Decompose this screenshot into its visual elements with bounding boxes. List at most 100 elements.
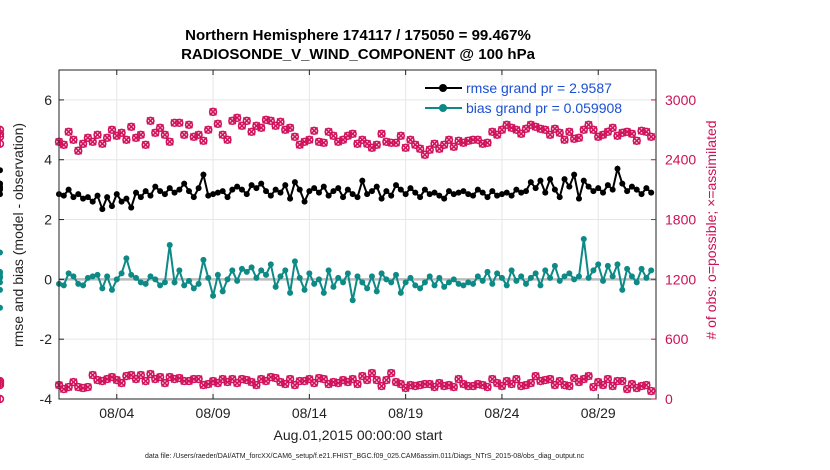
obs-assimilated-cross-b xyxy=(324,380,333,389)
obs-possible-point xyxy=(122,135,131,144)
bias-point xyxy=(277,273,284,280)
obs-assimilated-circle xyxy=(319,374,328,384)
obs-possible-cross-b xyxy=(329,131,338,140)
obs-possible-circle xyxy=(83,133,93,142)
obs-possible-point xyxy=(516,129,526,139)
rmse-point xyxy=(108,203,115,210)
obs-possible-cross-b xyxy=(642,127,651,136)
rmse-point xyxy=(60,192,67,199)
obs-assimilated-circle xyxy=(382,375,391,385)
obs-possible-circle xyxy=(348,129,357,139)
obs-possible-point xyxy=(396,131,406,141)
rmse-point xyxy=(402,191,409,198)
rmse-point xyxy=(431,189,438,196)
obs-possible-point xyxy=(179,130,189,140)
obs-possible-circle xyxy=(0,129,5,139)
obs-possible-cross-b xyxy=(276,117,285,126)
rmse-point xyxy=(397,186,404,193)
obs-possible-circle xyxy=(165,137,174,146)
bias-point xyxy=(421,279,428,286)
rmse-point xyxy=(296,186,303,193)
obs-assimilated-point xyxy=(377,381,386,391)
rmse-point xyxy=(190,194,197,201)
bias-point xyxy=(330,283,337,290)
obs-possible-circle xyxy=(78,139,88,148)
plot-frame xyxy=(58,69,657,400)
obs-assimilated-cross-b xyxy=(445,381,453,390)
obs-assimilated-cross-b xyxy=(358,372,367,381)
obs-possible-circle xyxy=(151,128,160,138)
obs-possible-cross-b xyxy=(204,125,213,134)
bias-point xyxy=(147,273,154,280)
rmse-point xyxy=(161,191,168,198)
obs-assimilated-circle xyxy=(377,381,386,391)
y-tick-label: 0 xyxy=(44,271,52,287)
bias-point xyxy=(489,280,496,287)
obs-possible-point xyxy=(319,138,328,147)
obs-possible-circle xyxy=(545,130,555,140)
obs-possible-circle xyxy=(372,140,381,149)
rmse-point xyxy=(368,188,375,195)
obs-possible-circle xyxy=(223,135,232,144)
obs-possible-circle xyxy=(358,135,367,144)
bias-point xyxy=(556,277,563,284)
obs-possible-cross-b xyxy=(290,132,299,141)
obs-assimilated-circle xyxy=(497,381,507,391)
rmse-point xyxy=(291,179,298,186)
obs-possible-point xyxy=(439,140,449,149)
obs-possible-circle xyxy=(411,140,420,149)
rmse-point xyxy=(258,180,265,187)
bias-point xyxy=(75,280,82,287)
obs-possible-cross-b xyxy=(136,130,145,139)
obs-assimilated-cross-b xyxy=(367,369,376,378)
bias-point xyxy=(65,270,72,277)
obs-possible-circle xyxy=(136,130,146,140)
rmse-point xyxy=(455,189,462,196)
obs-assimilated-point xyxy=(449,382,458,392)
rmse-series xyxy=(0,164,655,213)
rmse-point xyxy=(70,194,77,201)
obs-possible-point xyxy=(74,146,83,155)
obs-possible-circle xyxy=(247,127,256,137)
rmse-point xyxy=(460,188,467,195)
obs-possible-circle xyxy=(584,120,593,130)
obs-possible-point xyxy=(589,125,598,135)
obs-assimilated-circle xyxy=(131,374,141,384)
obs-assimilated-point xyxy=(141,376,150,386)
obs-possible-circle xyxy=(401,143,410,152)
bias-point xyxy=(465,279,472,286)
obs-assimilated-circle xyxy=(353,379,362,389)
obs-possible-point xyxy=(223,135,232,144)
bias-point xyxy=(455,280,462,287)
obs-possible-circle xyxy=(430,139,439,148)
obs-possible-point xyxy=(127,122,136,132)
obs-assimilated-circle xyxy=(285,374,295,384)
obs-possible-point xyxy=(78,139,88,148)
obs-assimilated-cross-b xyxy=(483,383,492,392)
obs-assimilated-circle xyxy=(526,378,536,388)
rmse-point xyxy=(614,165,621,172)
obs-assimilated-cross-b xyxy=(103,375,112,384)
rmse-point xyxy=(393,182,400,189)
obs-assimilated-circle xyxy=(555,376,564,386)
obs-possible-point xyxy=(305,135,314,144)
rmse-point xyxy=(340,194,347,201)
bias-line xyxy=(58,238,653,301)
rmse-point xyxy=(470,192,477,199)
rmse-point xyxy=(575,195,582,202)
obs-assimilated-cross-b xyxy=(396,380,405,389)
obs-possible-cross-b xyxy=(300,137,309,146)
obs-possible-circle xyxy=(0,132,5,141)
obs-possible-circle xyxy=(242,116,251,126)
obs-possible-circle xyxy=(391,138,401,147)
obs-assimilated-point xyxy=(526,378,536,388)
bias-point xyxy=(359,279,366,286)
obs-assimilated-circle xyxy=(261,376,271,386)
y-axis-ticks: -4 -2 0 2 4 6 xyxy=(40,92,64,407)
obs-possible-point xyxy=(565,127,574,137)
bias-point xyxy=(354,273,361,280)
bias-point xyxy=(0,286,3,293)
obs-assimilated-point xyxy=(444,380,454,390)
obs-assimilated-cross-b xyxy=(141,377,150,386)
obs-possible-cross-b xyxy=(377,129,386,138)
